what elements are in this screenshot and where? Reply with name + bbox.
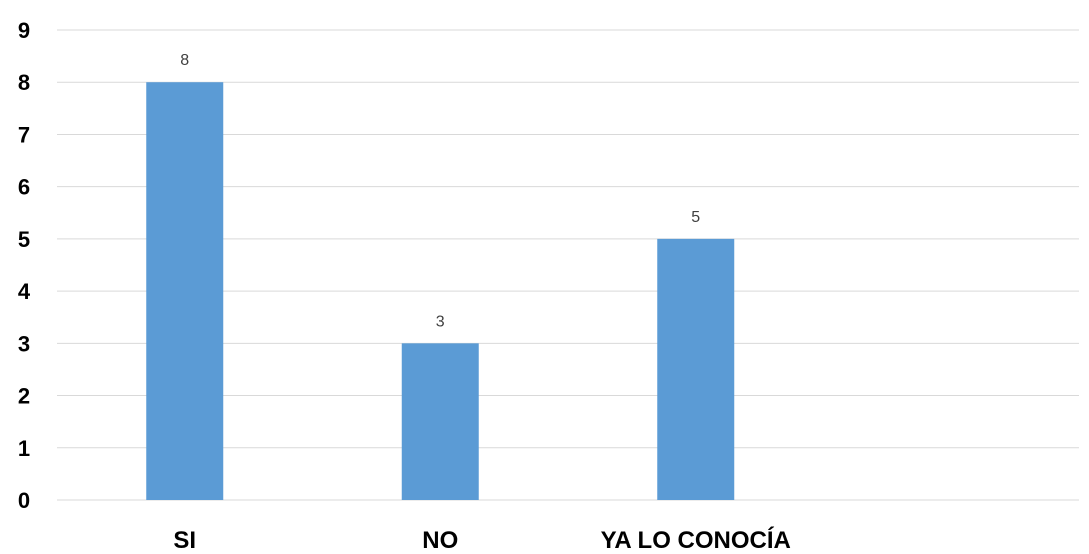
x-category-label: SI <box>173 527 196 554</box>
bar <box>401 343 479 500</box>
data-label: 8 <box>180 52 189 69</box>
y-tick-label: 3 <box>18 331 30 356</box>
x-axis-category-labels: SI NO YA LO CONOCÍA <box>173 526 790 554</box>
bar <box>146 82 224 500</box>
data-labels: 8 3 5 <box>180 52 700 330</box>
bar <box>657 238 735 500</box>
y-tick-label: 2 <box>18 384 30 409</box>
x-category-label: YA LO CONOCÍA <box>601 526 791 554</box>
y-tick-label: 8 <box>18 70 30 95</box>
y-tick-label: 5 <box>18 227 30 252</box>
y-tick-label: 9 <box>18 18 30 43</box>
data-label: 3 <box>436 313 445 330</box>
x-category-label: NO <box>422 527 458 554</box>
y-tick-label: 4 <box>18 279 31 304</box>
y-tick-label: 0 <box>18 488 30 513</box>
gridlines <box>57 29 1079 501</box>
data-label: 5 <box>691 209 700 226</box>
bars <box>146 82 735 500</box>
y-tick-label: 1 <box>18 436 30 461</box>
y-axis-tick-labels: 0 1 2 3 4 5 6 7 8 9 <box>18 18 31 513</box>
y-tick-label: 6 <box>18 175 30 200</box>
y-tick-label: 7 <box>18 122 30 147</box>
